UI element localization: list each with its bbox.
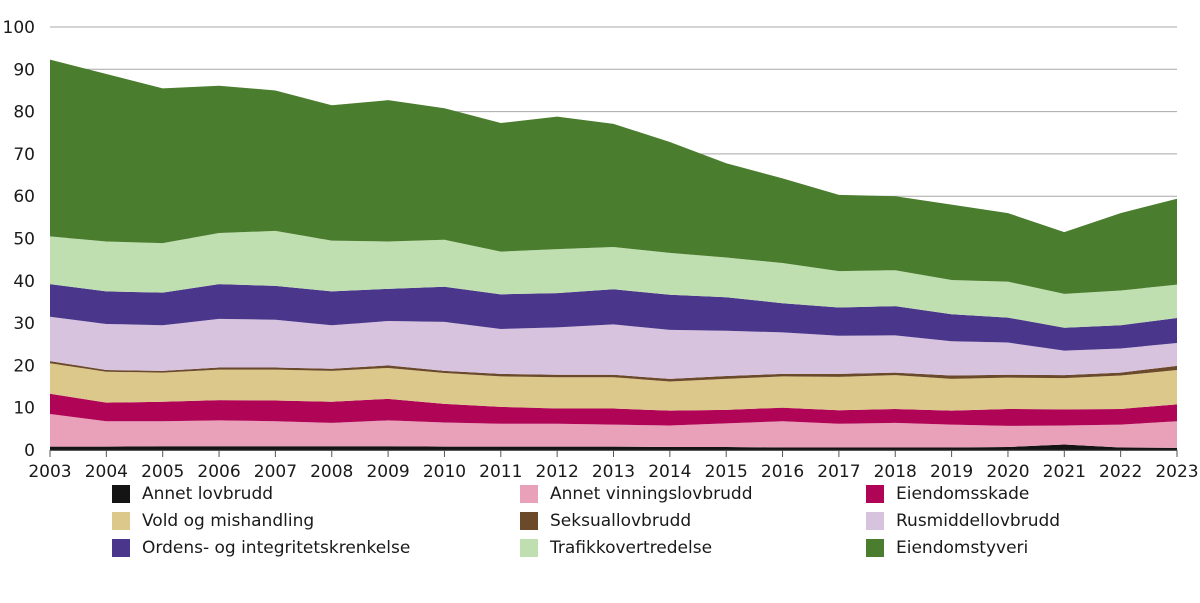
legend-swatch bbox=[520, 512, 538, 530]
y-tick-label: 0 bbox=[24, 441, 35, 461]
legend-item: Eiendomsskade bbox=[866, 484, 1029, 504]
x-tick-label: 2019 bbox=[930, 462, 973, 480]
x-tick-label: 2006 bbox=[197, 462, 240, 480]
x-tick-label: 2015 bbox=[705, 462, 748, 480]
x-tick-label: 2008 bbox=[310, 462, 353, 480]
legend-item: Annet vinningslovbrudd bbox=[520, 484, 753, 504]
x-tick-label: 2017 bbox=[817, 462, 860, 480]
area-series-5 bbox=[50, 316, 1177, 379]
legend-label: Eiendomstyveri bbox=[896, 538, 1029, 558]
x-tick-label: 2012 bbox=[536, 462, 579, 480]
areas bbox=[50, 59, 1177, 450]
legend-swatch bbox=[520, 539, 538, 557]
legend-swatch bbox=[112, 485, 130, 503]
area-series-6 bbox=[50, 284, 1177, 351]
x-tick-label: 2007 bbox=[254, 462, 297, 480]
x-tick-label: 2021 bbox=[1043, 462, 1086, 480]
legend-swatch bbox=[866, 539, 884, 557]
x-tick-label: 2010 bbox=[423, 462, 466, 480]
x-tick-label: 2003 bbox=[28, 462, 71, 480]
x-tick-label: 2018 bbox=[874, 462, 917, 480]
x-tick-label: 2009 bbox=[366, 462, 409, 480]
legend-swatch bbox=[112, 512, 130, 530]
x-tick-label: 2014 bbox=[648, 462, 691, 480]
legend-swatch bbox=[866, 485, 884, 503]
x-tick-label: 2020 bbox=[986, 462, 1029, 480]
axes: 0 10 20 30 40 50 60 70 80 90 100 2003 2004 2005 2006 20… bbox=[3, 18, 1199, 480]
y-tick-label: 30 bbox=[13, 314, 35, 334]
area-series-7 bbox=[50, 230, 1177, 328]
legend-item: Vold og mishandling bbox=[112, 511, 314, 531]
x-tick-label: 2004 bbox=[85, 462, 128, 480]
legend-item: Ordens- og integritetskrenkelse bbox=[112, 538, 410, 558]
legend-label: Rusmiddellovbrudd bbox=[896, 511, 1061, 531]
x-tick-label: 2022 bbox=[1099, 462, 1142, 480]
legend-swatch bbox=[112, 539, 130, 557]
legend-label: Seksuallovbrudd bbox=[550, 511, 692, 531]
x-tick-label: 2011 bbox=[479, 462, 522, 480]
y-tick-label: 100 bbox=[3, 18, 35, 38]
area-series-1 bbox=[50, 414, 1177, 448]
legend-swatch bbox=[520, 485, 538, 503]
legend-label: Eiendomsskade bbox=[896, 484, 1030, 504]
legend-label: Ordens- og integritetskrenkelse bbox=[142, 538, 411, 558]
legend-item: Annet lovbrudd bbox=[112, 484, 273, 504]
area-series-0 bbox=[50, 444, 1177, 450]
legend-label: Annet vinningslovbrudd bbox=[550, 484, 753, 504]
legend-item: Rusmiddellovbrudd bbox=[866, 511, 1060, 531]
y-tick-label: 20 bbox=[13, 356, 35, 376]
y-tick-label: 60 bbox=[13, 187, 35, 207]
legend-item: Trafikkovertredelse bbox=[520, 538, 712, 558]
legend-label: Vold og mishandling bbox=[142, 511, 315, 531]
x-tick-label: 2005 bbox=[141, 462, 184, 480]
y-tick-label: 80 bbox=[13, 103, 35, 123]
legend-label: Annet lovbrudd bbox=[142, 484, 274, 504]
stacked-area-chart: 0 10 20 30 40 50 60 70 80 90 100 2003 2004 2005 2006 20… bbox=[3, 18, 1199, 480]
legend-swatch bbox=[866, 512, 884, 530]
x-tick-label: 2023 bbox=[1155, 462, 1198, 480]
legend-label: Trafikkovertredelse bbox=[550, 538, 713, 558]
area-series-8 bbox=[50, 59, 1177, 294]
x-tick-label: 2013 bbox=[592, 462, 635, 480]
legend-item: Seksuallovbrudd bbox=[520, 511, 691, 531]
y-tick-label: 70 bbox=[13, 145, 35, 165]
x-tick-label: 2016 bbox=[761, 462, 804, 480]
legend-item: Eiendomstyveri bbox=[866, 538, 1028, 558]
y-tick-label: 40 bbox=[13, 272, 35, 292]
y-tick-label: 90 bbox=[13, 60, 35, 80]
y-tick-label: 10 bbox=[13, 399, 35, 419]
y-tick-label: 50 bbox=[13, 230, 35, 250]
